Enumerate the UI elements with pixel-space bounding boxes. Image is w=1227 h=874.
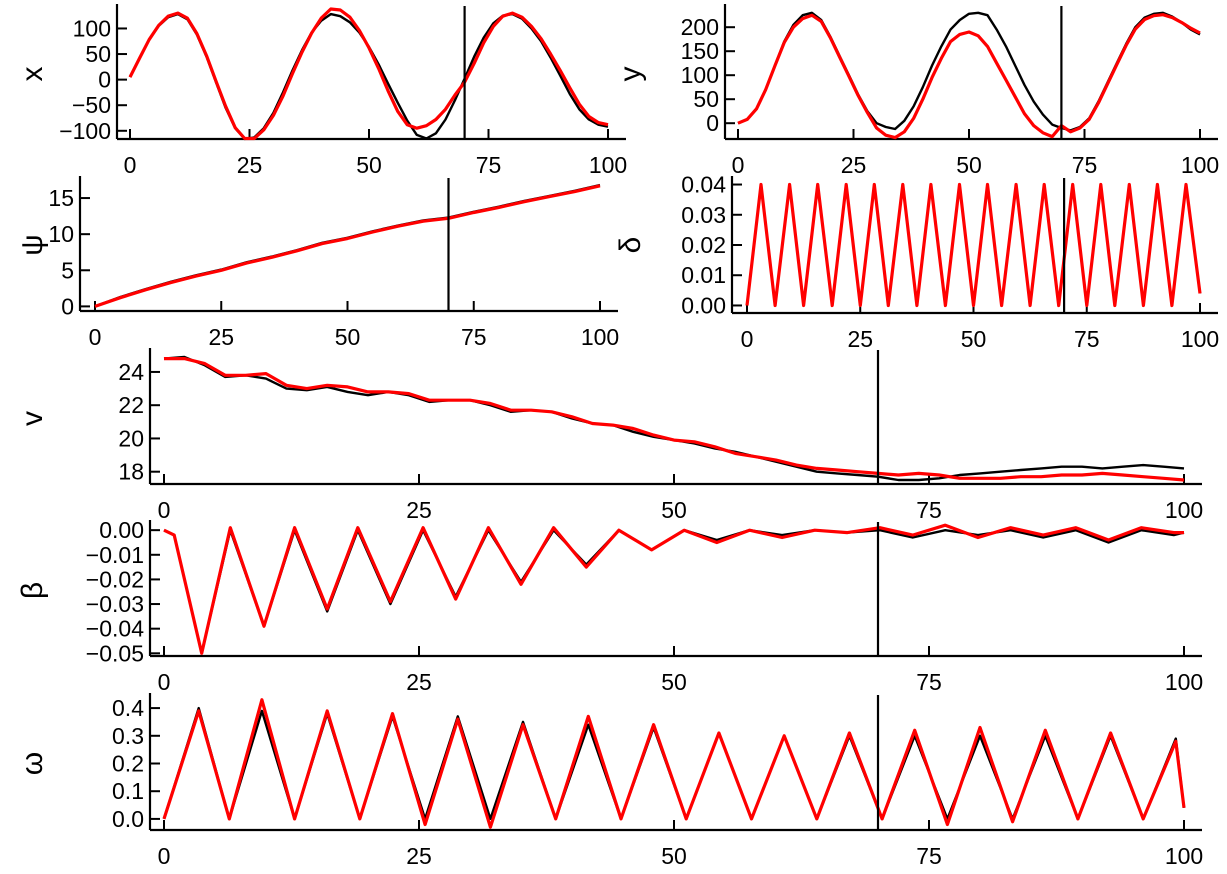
beta-axis-label: β bbox=[16, 582, 49, 599]
x-x-tick-label: 100 bbox=[589, 152, 627, 178]
delta-y-tick-label: 0.03 bbox=[681, 202, 726, 228]
x-x-tick-label: 50 bbox=[356, 152, 382, 178]
chart-delta: 0 25 50 75 100 0.00 0.01 0.02 0.03 0.04 δ bbox=[614, 172, 1219, 352]
delta-y-tick-label: 0.04 bbox=[681, 172, 726, 198]
v-y-tick-label: 18 bbox=[118, 459, 144, 485]
y-axis-label: y bbox=[614, 67, 647, 82]
x-series-predicted bbox=[128, 7, 609, 141]
beta-series-measured bbox=[163, 529, 1185, 655]
beta-y-tick-label: −0.03 bbox=[86, 591, 144, 617]
beta-x-tick-label: 75 bbox=[916, 669, 942, 695]
beta-x-tick-label: 25 bbox=[406, 669, 432, 695]
beta-y-tick-label: 0.00 bbox=[99, 517, 144, 543]
beta-y-tick-label: −0.04 bbox=[86, 616, 144, 642]
x-x-tick-label: 25 bbox=[237, 152, 263, 178]
v-series-predicted bbox=[164, 357, 1185, 482]
y-y-tick-label: 100 bbox=[681, 62, 719, 88]
delta-axis-label: δ bbox=[614, 237, 647, 254]
v-x-tick-label: 50 bbox=[661, 497, 687, 523]
x-x-tick-label: 75 bbox=[476, 152, 502, 178]
chart-v: 0 25 50 75 100 18 20 22 24 v bbox=[16, 348, 1203, 523]
y-x-tick-label: 25 bbox=[841, 152, 867, 178]
x-y-tick-label: 0 bbox=[98, 67, 111, 93]
psi-x-tick-label: 0 bbox=[89, 324, 102, 350]
psi-x-tick-label: 75 bbox=[461, 324, 487, 350]
delta-x-tick-label: 75 bbox=[1074, 326, 1100, 352]
y-y-tick-label: 200 bbox=[681, 14, 719, 40]
omega-y-tick-label: 0.2 bbox=[112, 751, 144, 777]
psi-series-predicted bbox=[94, 184, 601, 308]
chart-omega: 0 25 50 75 100 0.00.10.20.30.4 ω bbox=[16, 693, 1203, 869]
delta-x-tick-label: 50 bbox=[961, 326, 987, 352]
v-series-measured bbox=[163, 355, 1185, 482]
omega-axis-label: ω bbox=[16, 752, 49, 775]
omega-x-tick-label: 75 bbox=[916, 843, 942, 869]
y-y-tick-label: 150 bbox=[681, 38, 719, 64]
beta-y-tick-label: −0.05 bbox=[86, 640, 144, 666]
beta-x-tick-label: 50 bbox=[661, 669, 687, 695]
delta-x-tick-label: 25 bbox=[847, 326, 873, 352]
psi-y-tick-label: 15 bbox=[48, 185, 74, 211]
psi-x-tick-label: 50 bbox=[335, 324, 361, 350]
beta-x-tick-label: 0 bbox=[158, 669, 171, 695]
delta-x-tick-label: 100 bbox=[1181, 326, 1219, 352]
v-y-tick-label: 24 bbox=[118, 359, 144, 385]
v-axis-label: v bbox=[16, 411, 49, 426]
delta-x-tick-label: 0 bbox=[741, 326, 754, 352]
chart-beta: 0 25 50 75 100 −0.05−0.04−0.03−0.02−0.010.00 β bbox=[16, 517, 1203, 695]
v-x-tick-label: 0 bbox=[158, 497, 171, 523]
psi-y-tick-label: 5 bbox=[61, 257, 74, 283]
psi-x-tick-label: 25 bbox=[208, 324, 234, 350]
y-series-predicted bbox=[737, 13, 1201, 140]
x-y-tick-label: 100 bbox=[73, 15, 111, 41]
delta-y-tick-label: 0.01 bbox=[681, 262, 726, 288]
beta-y-tick-label: −0.02 bbox=[86, 566, 144, 592]
delta-y-tick-label: 0.02 bbox=[681, 232, 726, 258]
x-x-tick-label: 0 bbox=[124, 152, 137, 178]
beta-x-tick-label: 100 bbox=[1165, 669, 1203, 695]
y-x-tick-label: 50 bbox=[956, 152, 982, 178]
beta-series-predicted bbox=[163, 523, 1184, 655]
y-x-tick-label: 0 bbox=[732, 152, 745, 178]
v-y-tick-label: 20 bbox=[118, 425, 144, 451]
y-y-tick-label: 50 bbox=[693, 86, 719, 112]
beta-y-tick-label: −0.01 bbox=[86, 542, 144, 568]
omega-x-tick-label: 25 bbox=[406, 843, 432, 869]
psi-y-tick-label: 0 bbox=[61, 293, 74, 319]
x-y-tick-label: −50 bbox=[72, 92, 111, 118]
omega-x-tick-label: 50 bbox=[661, 843, 687, 869]
y-y-tick-label: 0 bbox=[706, 110, 719, 136]
x-axis-label: x bbox=[16, 67, 49, 82]
chart-psi: 0 25 50 75 100 0 5 10 15 ψ bbox=[16, 176, 619, 350]
x-y-tick-label: 50 bbox=[85, 41, 111, 67]
delta-series-predicted bbox=[745, 182, 1202, 308]
omega-y-tick-label: 0.0 bbox=[112, 806, 144, 832]
v-x-tick-label: 100 bbox=[1165, 497, 1203, 523]
v-y-tick-label: 22 bbox=[118, 392, 144, 418]
y-x-tick-label: 100 bbox=[1181, 152, 1219, 178]
v-x-tick-label: 75 bbox=[916, 497, 942, 523]
y-x-tick-label: 75 bbox=[1072, 152, 1098, 178]
psi-x-tick-label: 100 bbox=[581, 324, 619, 350]
omega-y-tick-label: 0.1 bbox=[112, 778, 144, 804]
omega-x-tick-label: 0 bbox=[158, 843, 171, 869]
omega-y-tick-label: 0.4 bbox=[112, 695, 144, 721]
delta-y-tick-label: 0.00 bbox=[681, 292, 726, 318]
x-y-tick-label: −100 bbox=[59, 118, 111, 144]
psi-y-tick-label: 10 bbox=[48, 221, 74, 247]
omega-x-tick-label: 100 bbox=[1165, 843, 1203, 869]
v-x-tick-label: 25 bbox=[406, 497, 432, 523]
omega-y-tick-label: 0.3 bbox=[112, 723, 144, 749]
psi-axis-label: ψ bbox=[16, 234, 49, 255]
omega-series-measured bbox=[162, 706, 1186, 821]
omega-series-predicted bbox=[162, 698, 1186, 829]
